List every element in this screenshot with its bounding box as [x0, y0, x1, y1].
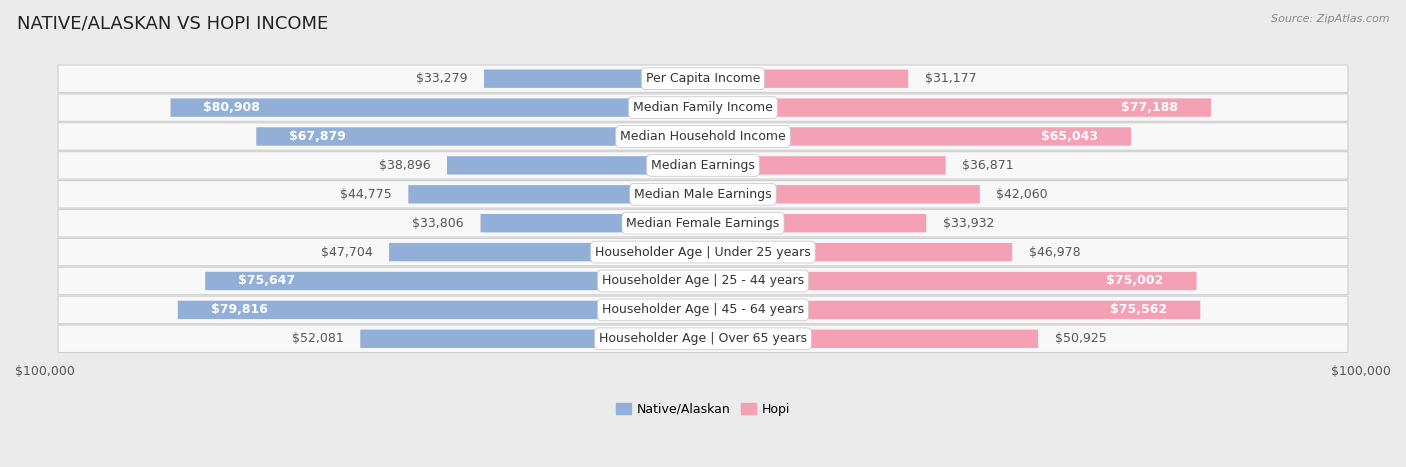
- Text: $67,879: $67,879: [290, 130, 346, 143]
- FancyBboxPatch shape: [170, 99, 703, 117]
- Text: Householder Age | 25 - 44 years: Householder Age | 25 - 44 years: [602, 275, 804, 288]
- FancyBboxPatch shape: [360, 330, 703, 348]
- FancyBboxPatch shape: [703, 272, 1197, 290]
- FancyBboxPatch shape: [58, 152, 1348, 179]
- FancyBboxPatch shape: [58, 210, 1348, 237]
- Text: $77,188: $77,188: [1121, 101, 1178, 114]
- Text: $31,177: $31,177: [925, 72, 976, 85]
- Text: $80,908: $80,908: [204, 101, 260, 114]
- Text: Median Male Earnings: Median Male Earnings: [634, 188, 772, 201]
- FancyBboxPatch shape: [703, 185, 980, 204]
- FancyBboxPatch shape: [703, 330, 1038, 348]
- FancyBboxPatch shape: [389, 243, 703, 261]
- FancyBboxPatch shape: [703, 301, 1201, 319]
- Text: $79,816: $79,816: [211, 304, 267, 316]
- Legend: Native/Alaskan, Hopi: Native/Alaskan, Hopi: [610, 398, 796, 421]
- FancyBboxPatch shape: [256, 127, 703, 146]
- FancyBboxPatch shape: [703, 214, 927, 233]
- FancyBboxPatch shape: [484, 70, 703, 88]
- Text: $36,871: $36,871: [962, 159, 1014, 172]
- FancyBboxPatch shape: [58, 296, 1348, 324]
- FancyBboxPatch shape: [703, 243, 1012, 261]
- Text: $65,043: $65,043: [1040, 130, 1098, 143]
- FancyBboxPatch shape: [703, 99, 1211, 117]
- Text: Householder Age | 45 - 64 years: Householder Age | 45 - 64 years: [602, 304, 804, 316]
- Text: $33,932: $33,932: [943, 217, 994, 230]
- Text: $46,978: $46,978: [1029, 246, 1080, 259]
- FancyBboxPatch shape: [703, 127, 1130, 146]
- Text: $50,925: $50,925: [1054, 333, 1107, 345]
- Text: Householder Age | Under 25 years: Householder Age | Under 25 years: [595, 246, 811, 259]
- Text: $75,647: $75,647: [238, 275, 295, 288]
- FancyBboxPatch shape: [447, 156, 703, 175]
- Text: Source: ZipAtlas.com: Source: ZipAtlas.com: [1271, 14, 1389, 24]
- FancyBboxPatch shape: [58, 123, 1348, 150]
- FancyBboxPatch shape: [58, 267, 1348, 295]
- Text: $33,279: $33,279: [416, 72, 468, 85]
- Text: Median Family Income: Median Family Income: [633, 101, 773, 114]
- FancyBboxPatch shape: [58, 65, 1348, 92]
- Text: Median Earnings: Median Earnings: [651, 159, 755, 172]
- FancyBboxPatch shape: [205, 272, 703, 290]
- Text: $75,002: $75,002: [1107, 275, 1164, 288]
- FancyBboxPatch shape: [58, 94, 1348, 121]
- Text: Per Capita Income: Per Capita Income: [645, 72, 761, 85]
- Text: $42,060: $42,060: [997, 188, 1047, 201]
- Text: $38,896: $38,896: [380, 159, 430, 172]
- Text: Median Female Earnings: Median Female Earnings: [627, 217, 779, 230]
- Text: Householder Age | Over 65 years: Householder Age | Over 65 years: [599, 333, 807, 345]
- Text: $44,775: $44,775: [340, 188, 392, 201]
- FancyBboxPatch shape: [703, 70, 908, 88]
- FancyBboxPatch shape: [703, 156, 946, 175]
- Text: $52,081: $52,081: [292, 333, 344, 345]
- FancyBboxPatch shape: [58, 325, 1348, 353]
- FancyBboxPatch shape: [408, 185, 703, 204]
- FancyBboxPatch shape: [177, 301, 703, 319]
- FancyBboxPatch shape: [58, 181, 1348, 208]
- Text: NATIVE/ALASKAN VS HOPI INCOME: NATIVE/ALASKAN VS HOPI INCOME: [17, 14, 328, 32]
- FancyBboxPatch shape: [58, 238, 1348, 266]
- Text: $33,806: $33,806: [412, 217, 464, 230]
- Text: $75,562: $75,562: [1111, 304, 1167, 316]
- FancyBboxPatch shape: [481, 214, 703, 233]
- Text: Median Household Income: Median Household Income: [620, 130, 786, 143]
- Text: $47,704: $47,704: [321, 246, 373, 259]
